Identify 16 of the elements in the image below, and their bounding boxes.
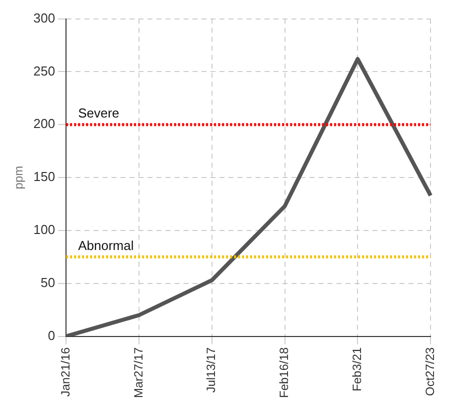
x-tick-label: Mar27/17 <box>131 346 146 398</box>
y-tick-label: 250 <box>33 63 56 78</box>
x-tick-label: Jan21/16 <box>58 346 72 397</box>
x-tick-label: Feb3/21 <box>350 346 364 392</box>
y-tick-label: 50 <box>40 274 56 290</box>
y-tick-label: 0 <box>48 328 56 343</box>
y-axis-title: ppm <box>12 166 26 190</box>
y-tick-label: 100 <box>33 222 56 238</box>
x-tick-label: Jul13/17 <box>204 346 218 393</box>
y-tick-label: 150 <box>33 169 56 184</box>
ref-line-label: Severe <box>78 106 120 121</box>
x-tick-label: Oct27/23 <box>422 346 437 396</box>
y-tick-label: 200 <box>33 116 56 132</box>
x-tick-label: Feb16/18 <box>277 346 292 398</box>
ref-line-label: Abnormal <box>78 238 134 253</box>
y-tick-label: 300 <box>33 10 56 26</box>
